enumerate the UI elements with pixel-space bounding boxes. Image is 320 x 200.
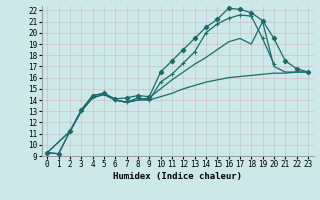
X-axis label: Humidex (Indice chaleur): Humidex (Indice chaleur) <box>113 172 242 181</box>
